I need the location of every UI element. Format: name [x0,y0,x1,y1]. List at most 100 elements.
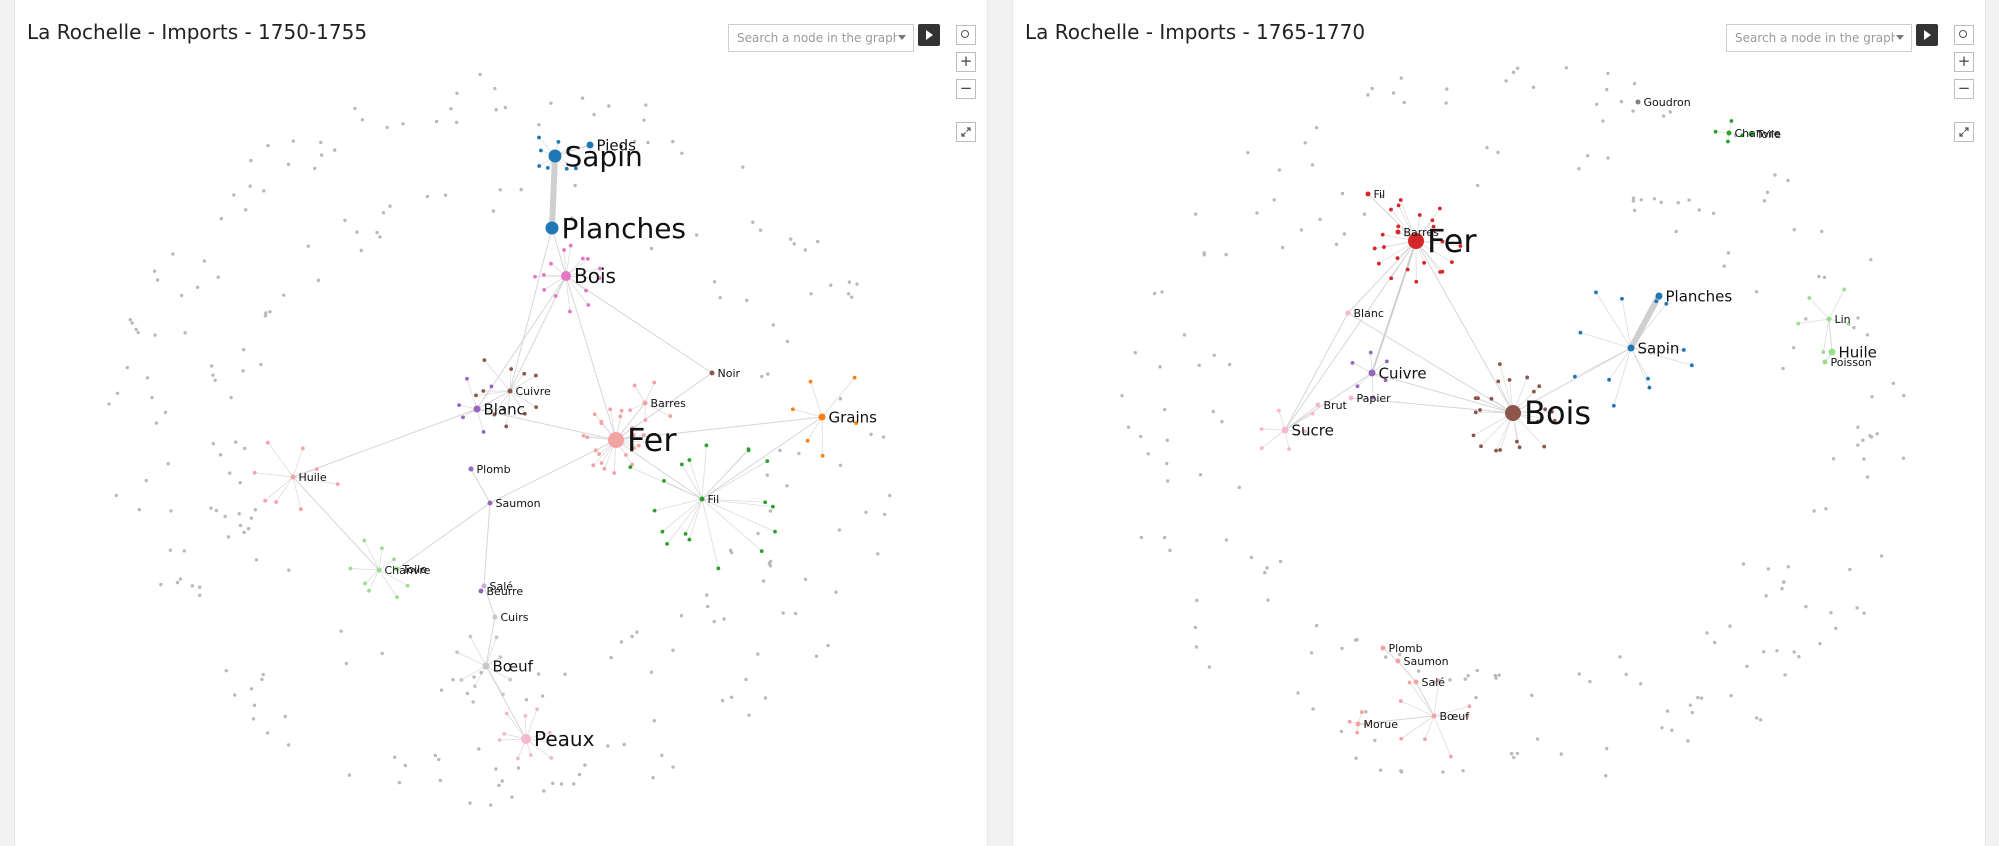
minor-node[interactable] [465,691,470,696]
minor-node[interactable] [1364,709,1368,714]
minor-node[interactable] [671,648,675,652]
node-bois[interactable] [561,271,571,281]
minor-node[interactable] [1740,133,1745,138]
minor-node[interactable] [722,617,726,621]
minor-node[interactable] [209,506,213,510]
minor-node[interactable] [1383,378,1388,383]
minor-node[interactable] [246,527,251,531]
minor-node[interactable] [249,687,254,691]
chevron-down-icon[interactable] [898,35,906,40]
minor-node[interactable] [1414,279,1419,284]
minor-node[interactable] [847,280,852,284]
minor-node[interactable] [671,139,675,144]
minor-node[interactable] [838,463,843,468]
minor-node[interactable] [809,292,813,296]
minor-node[interactable] [519,187,523,192]
minor-node[interactable] [465,376,469,381]
minor-node[interactable] [773,529,777,534]
minor-node[interactable] [214,508,219,513]
minor-node[interactable] [632,383,637,388]
minor-node[interactable] [619,408,624,413]
minor-node[interactable] [233,693,237,697]
minor-node[interactable] [1588,679,1592,684]
minor-node[interactable] [1373,738,1377,743]
minor-node[interactable] [498,655,503,660]
minor-node[interactable] [1674,229,1678,234]
minor-node[interactable] [1372,246,1377,251]
minor-node[interactable] [1755,716,1759,720]
minor-node[interactable] [1601,119,1605,123]
minor-node[interactable] [599,461,604,465]
minor-node[interactable] [584,288,588,293]
minor-node[interactable] [216,275,220,279]
minor-node[interactable] [1820,229,1824,234]
minor-node[interactable] [631,433,636,437]
minor-node[interactable] [1493,673,1497,678]
minor-node[interactable] [1194,645,1199,649]
minor-node[interactable] [1530,693,1534,698]
minor-node[interactable] [1515,751,1520,756]
minor-node[interactable] [765,473,770,477]
minor-node[interactable] [479,670,483,675]
minor-node[interactable] [1496,379,1501,384]
minor-node[interactable] [1783,673,1787,677]
node-planches[interactable] [545,221,559,235]
minor-node[interactable] [1578,330,1583,335]
minor-node[interactable] [1531,85,1536,90]
minor-node[interactable] [1511,70,1516,74]
minor-node[interactable] [1445,87,1449,91]
minor-node[interactable] [241,369,245,373]
minor-node[interactable] [1786,565,1791,569]
minor-node[interactable] [241,347,246,352]
minor-node[interactable] [401,122,405,126]
minor-node[interactable] [568,309,572,314]
play-layout-button[interactable] [1916,24,1938,46]
minor-node[interactable] [283,714,287,719]
minor-node[interactable] [1741,562,1746,566]
minor-node[interactable] [1182,333,1187,337]
minor-node[interactable] [381,211,386,215]
minor-node[interactable] [144,478,148,483]
minor-node[interactable] [729,550,734,555]
minor-node[interactable] [759,549,764,554]
minor-node[interactable] [493,86,497,91]
minor-node[interactable] [751,220,755,224]
minor-node[interactable] [253,508,258,512]
minor-node[interactable] [515,756,520,761]
node-fer[interactable] [1408,233,1424,249]
minor-node[interactable] [1496,150,1500,155]
minor-node[interactable] [662,478,666,483]
minor-node[interactable] [1542,444,1547,449]
minor-node[interactable] [237,511,241,516]
minor-node[interactable] [107,402,111,406]
node-chanvre[interactable] [376,567,382,573]
minor-node[interactable] [1158,365,1162,369]
minor-node[interactable] [834,590,838,594]
minor-node[interactable] [380,546,384,551]
minor-node[interactable] [1604,774,1608,778]
minor-node[interactable] [1507,378,1512,382]
minor-node[interactable] [1865,475,1870,479]
minor-node[interactable] [1398,699,1403,703]
minor-node[interactable] [577,772,582,777]
minor-node[interactable] [814,654,819,658]
minor-node[interactable] [1664,301,1669,306]
minor-node[interactable] [481,389,486,393]
minor-node[interactable] [636,443,641,448]
minor-node[interactable] [1152,291,1157,296]
minor-node[interactable] [1355,730,1360,735]
minor-node[interactable] [583,763,587,767]
minor-node[interactable] [1818,641,1822,646]
node-bœuf[interactable] [482,662,490,670]
node-poisson[interactable] [1822,359,1828,365]
minor-node[interactable] [553,294,558,298]
minor-node[interactable] [1399,736,1404,741]
minor-node[interactable] [1448,678,1452,682]
minor-node[interactable] [1509,751,1514,756]
minor-node[interactable] [1350,360,1355,365]
minor-node[interactable] [849,295,854,299]
minor-node[interactable] [1471,433,1476,438]
minor-node[interactable] [624,453,628,457]
minor-node[interactable] [797,451,801,456]
minor-node[interactable] [1265,566,1269,570]
